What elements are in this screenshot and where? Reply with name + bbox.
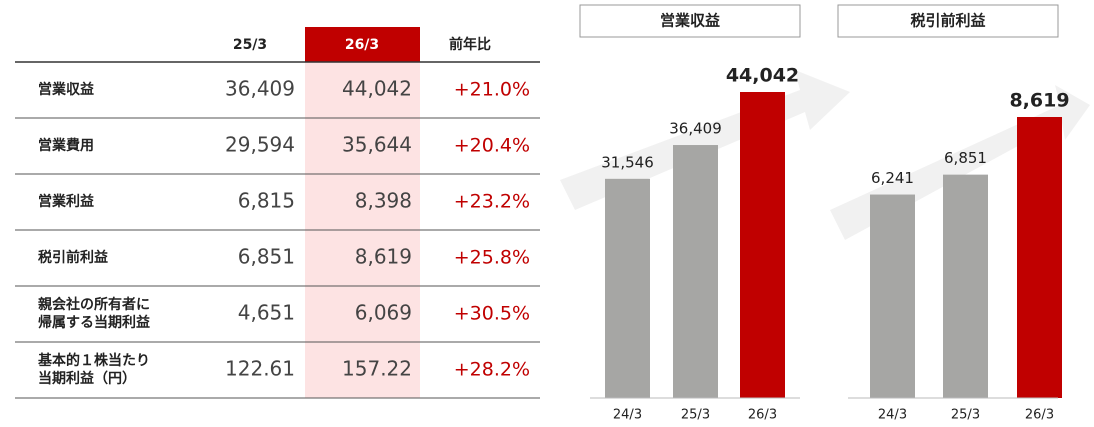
change-cell: +21.0% bbox=[454, 79, 530, 101]
value-cell: 36,409 bbox=[225, 77, 295, 101]
bar bbox=[870, 194, 915, 398]
highlight-header bbox=[305, 27, 420, 62]
value-label: 36,409 bbox=[669, 120, 722, 138]
change-cell: +23.2% bbox=[454, 191, 530, 213]
row-label: 営業利益 bbox=[38, 193, 94, 210]
row-label: 営業費用 bbox=[38, 137, 94, 154]
bar bbox=[740, 92, 785, 398]
chart-title: 営業収益 bbox=[660, 12, 720, 30]
bar bbox=[943, 174, 988, 398]
x-tick-label: 24/3 bbox=[878, 408, 907, 423]
bar bbox=[1017, 117, 1062, 398]
change-cell: +25.8% bbox=[454, 247, 530, 269]
value-cell: 4,651 bbox=[238, 301, 295, 325]
bar bbox=[605, 178, 650, 398]
value-cell: 35,644 bbox=[342, 133, 412, 157]
value-cell: 6,851 bbox=[238, 245, 295, 269]
value-cell: 122.61 bbox=[225, 357, 295, 381]
x-tick-label: 25/3 bbox=[951, 408, 980, 423]
row-label: 基本的１株当たり bbox=[38, 352, 150, 369]
value-cell: 6,069 bbox=[355, 301, 412, 325]
value-label: 8,619 bbox=[1009, 90, 1069, 112]
x-tick-label: 26/3 bbox=[1025, 408, 1054, 423]
bar bbox=[673, 145, 718, 398]
x-tick-label: 24/3 bbox=[613, 408, 642, 423]
row-label: 営業収益 bbox=[38, 81, 94, 98]
row-label: 当期利益（円） bbox=[38, 370, 136, 387]
change-cell: +20.4% bbox=[454, 135, 530, 157]
column-header: 前年比 bbox=[449, 36, 491, 53]
x-tick-label: 26/3 bbox=[748, 408, 777, 423]
value-label: 31,546 bbox=[601, 153, 654, 171]
chart-title: 税引前利益 bbox=[910, 12, 985, 30]
column-header: 25/3 bbox=[233, 37, 267, 53]
value-label: 6,851 bbox=[944, 149, 987, 167]
value-cell: 157.22 bbox=[342, 357, 412, 381]
value-cell: 6,815 bbox=[238, 189, 295, 213]
value-cell: 29,594 bbox=[225, 133, 295, 157]
value-label: 6,241 bbox=[871, 169, 914, 187]
row-label: 帰属する当期利益 bbox=[38, 314, 150, 331]
chart-title-box bbox=[579, 4, 801, 38]
row-label: 親会社の所有者に bbox=[38, 296, 150, 313]
column-header: 26/3 bbox=[345, 37, 379, 53]
change-cell: +28.2% bbox=[454, 359, 530, 381]
value-label: 44,042 bbox=[726, 65, 799, 87]
value-cell: 44,042 bbox=[342, 77, 412, 101]
row-label: 税引前利益 bbox=[38, 249, 108, 266]
x-tick-label: 25/3 bbox=[681, 408, 710, 423]
value-cell: 8,398 bbox=[355, 189, 412, 213]
chart-title-box bbox=[837, 4, 1059, 38]
change-cell: +30.5% bbox=[454, 303, 530, 325]
value-cell: 8,619 bbox=[355, 245, 412, 269]
